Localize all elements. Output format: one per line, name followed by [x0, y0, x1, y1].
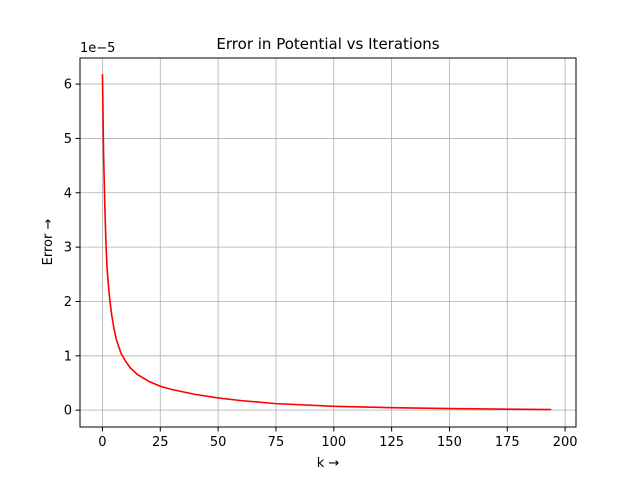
x-tick-label: 25: [152, 435, 169, 450]
x-tick-label: 0: [98, 435, 106, 450]
y-tick-label: 6: [64, 78, 72, 93]
x-tick-label: 125: [379, 435, 404, 450]
x-tick-label: 50: [210, 435, 227, 450]
y-tick-label: 4: [64, 186, 72, 201]
x-tick-label: 200: [553, 435, 578, 450]
grid-lines: [80, 58, 576, 427]
y-axis-offset-text: 1e−5: [80, 41, 115, 56]
x-tick-label: 100: [321, 435, 346, 450]
y-tick-label: 2: [64, 295, 72, 310]
x-tick-label: 150: [437, 435, 462, 450]
series-layer: [101, 74, 552, 411]
y-tick-label: 5: [64, 132, 72, 147]
chart-title: Error in Potential vs Iterations: [216, 35, 439, 53]
y-tick-label: 0: [64, 404, 72, 419]
y-tick-label: 1: [64, 349, 72, 364]
y-axis-ticks: 0 1 2 3 4 5 6: [64, 78, 80, 419]
x-tick-label: 175: [495, 435, 520, 450]
y-axis-label: Error →: [41, 219, 56, 266]
y-tick-label: 3: [64, 241, 72, 256]
x-axis-label: k →: [317, 456, 340, 471]
x-tick-label: 75: [268, 435, 285, 450]
plot-area-frame: [79, 57, 577, 428]
x-axis-ticks: 0 25 50 75 100 125 150 175 200: [98, 427, 578, 450]
error-series-line: [101, 74, 552, 411]
